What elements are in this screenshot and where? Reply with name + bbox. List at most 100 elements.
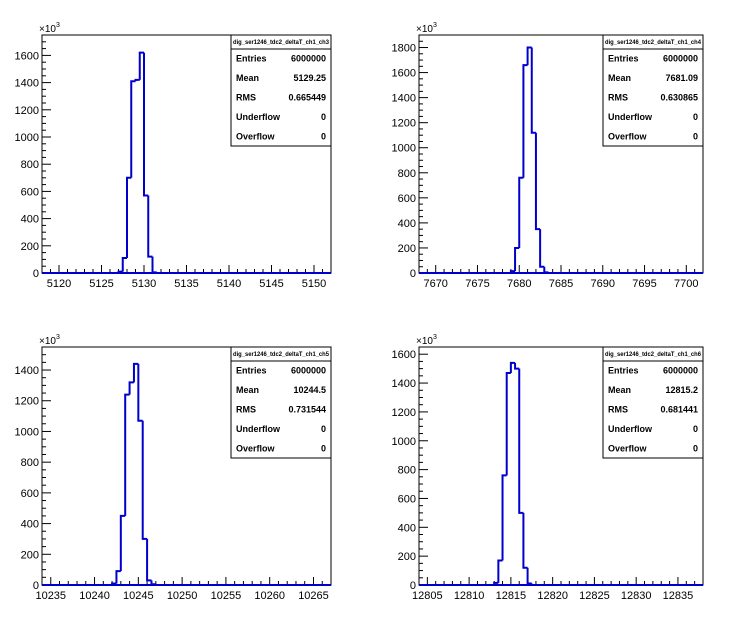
x-tick-label: 7690 [591,278,615,290]
y-multiplier-base: ×10 [416,336,433,347]
stat-value: 6000000 [291,54,326,64]
y-tick-label: 400 [21,519,39,531]
histogram-bin [505,371,511,476]
stat-value: 0 [321,424,326,434]
y-tick-label: 800 [398,168,416,180]
y-tick-label: 200 [398,243,416,255]
histogram-bin [143,52,149,197]
x-tick-label: 12830 [621,590,652,602]
y-tick-label: 600 [21,186,39,198]
y-tick-label: 800 [21,457,39,469]
y-tick-label: 1000 [392,436,416,448]
x-tick-label: 7680 [507,278,531,290]
y-tick-label: 0 [33,580,39,592]
y-tick-label: 1600 [392,68,416,80]
y-multiplier-exponent: 3 [56,22,60,29]
stat-label: Mean [236,73,259,83]
stat-label: RMS [236,93,256,103]
y-tick-label: 400 [21,214,39,226]
x-tick-label: 5135 [174,278,198,290]
x-tick-label: 12810 [454,590,485,602]
x-tick-label: 10240 [79,590,110,602]
histogram-bin [134,78,140,82]
y-tick-label: 1400 [392,93,416,105]
stat-value: 0.681441 [660,405,698,415]
stat-value: 12815.2 [665,385,698,395]
histogram-bin [128,381,134,395]
y-multiplier-label: ×103 [39,22,60,35]
stat-label: Mean [608,73,631,83]
x-tick-label: 5130 [132,278,156,290]
stat-value: 10244.5 [293,385,326,395]
histogram-bin [526,46,532,66]
y-tick-label: 400 [398,522,416,534]
stat-value: 0 [693,112,698,122]
histogram-bin [130,80,136,178]
stat-value: 5129.25 [293,73,326,83]
histogram-panel-ch5: 0 200 400 600 800 1000 1200 1400 10235 10240 10245… [15,334,332,602]
x-tick-label: 5150 [302,278,326,290]
histogram-bin [119,514,126,572]
stats-box [230,346,332,459]
x-tick-label: 5125 [89,278,113,290]
stats-box [602,346,704,459]
histogram-bin [526,567,532,585]
x-tick-label: 7700 [674,278,698,290]
x-tick-label: 5145 [259,278,283,290]
y-tick-label: 200 [21,241,39,253]
histogram-bin [543,266,549,274]
histogram-bin [514,246,520,272]
stat-label: Entries [608,366,639,376]
x-tick-label: 10265 [298,590,329,602]
stat-label: Overflow [608,131,648,141]
y-tick-label: 1000 [392,143,416,155]
stat-label: Underflow [236,112,281,122]
stat-value: 0 [693,443,698,453]
histogram-bin [137,363,143,422]
stat-label: Overflow [608,443,648,453]
y-tick-label: 200 [21,549,39,561]
stat-label: Entries [236,54,267,64]
stat-label: RMS [236,405,256,415]
x-tick-label: 7695 [632,278,656,290]
y-multiplier-base: ×10 [416,24,433,35]
y-tick-label: 1000 [15,426,39,438]
histogram-bin [146,538,152,582]
y-multiplier-base: ×10 [39,336,56,347]
stat-label: Entries [608,54,639,64]
histogram-bin [151,256,157,274]
x-tick-label: 12835 [663,590,694,602]
histogram-panel-ch6: 0 200 400 600 800 1000 1200 1400 1600 12805 12810 1… [392,334,704,602]
x-tick-label: 12825 [579,590,610,602]
stat-value: 0 [693,424,698,434]
histogram-panel-ch3: 0 200 400 600 800 1000 1200 1400 1600 5120 5125 513… [15,22,332,290]
stat-value: 7681.09 [665,73,698,83]
y-tick-label: 1400 [15,78,39,90]
y-tick-label: 1200 [392,407,416,419]
histogram-bin [522,512,528,569]
histogram-bin [518,368,524,514]
histogram-bin [124,393,130,516]
y-multiplier-exponent: 3 [433,334,437,341]
y-tick-label: 800 [398,465,416,477]
histogram-bin [121,257,127,272]
histogram-bin [147,195,153,258]
y-tick-label: 400 [398,218,416,230]
histogram-bin [126,176,132,259]
stat-label: RMS [608,405,628,415]
stat-value: 0 [321,112,326,122]
y-tick-label: 0 [33,268,39,280]
x-tick-label: 10260 [254,590,285,602]
y-tick-label: 1800 [392,43,416,55]
stat-value: 0.665449 [288,93,326,103]
stat-value: 6000000 [291,366,326,376]
y-tick-label: 1200 [392,118,416,130]
histogram-bin [141,420,148,540]
stat-label: Underflow [236,424,281,434]
x-tick-label: 5140 [217,278,241,290]
x-tick-label: 7685 [549,278,573,290]
stat-value: 6000000 [663,54,698,64]
y-tick-label: 200 [398,551,416,563]
histogram-name: dig_ser1246_tdc2_deltaT_ch1_ch5 [233,352,330,358]
x-tick-label: 12820 [537,590,568,602]
